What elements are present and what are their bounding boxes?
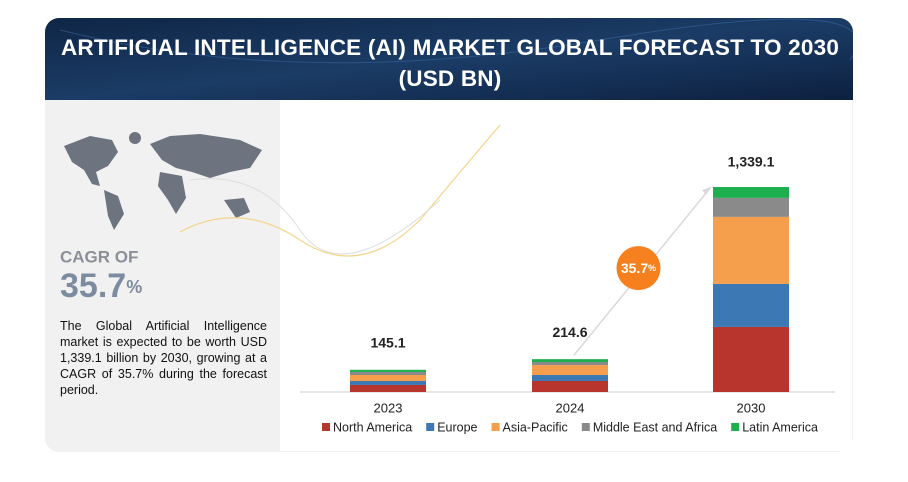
- cagr-bubble-number: 35.7: [621, 260, 648, 276]
- bar-segment: [532, 365, 608, 376]
- bar-segment: [713, 187, 789, 198]
- cagr-unit: %: [126, 277, 142, 297]
- arrow-head: [702, 187, 711, 196]
- total-label: 214.6: [552, 324, 587, 340]
- decoration: [179, 124, 501, 257]
- cagr-heading: CAGR OF: [60, 247, 138, 266]
- bar-segment: [713, 326, 789, 392]
- legend-swatch: [426, 423, 435, 431]
- bar-segment: [713, 197, 789, 217]
- legend-label: North America: [333, 420, 412, 434]
- header: [45, 18, 853, 100]
- legend-label: Middle East and Africa: [593, 420, 717, 434]
- legend-label: Europe: [437, 420, 477, 434]
- decoration: [189, 178, 441, 255]
- bar-segment: [713, 283, 789, 327]
- plot: 2023 145.1 2024 214.6 2030 1,339.1 35.7% North …: [322, 154, 818, 434]
- legend-swatch: [491, 423, 500, 431]
- bar-segment: [532, 361, 608, 366]
- x-tick-label: 2024: [556, 400, 585, 415]
- legend-swatch: [731, 423, 740, 431]
- bar-segment: [350, 371, 426, 376]
- legend-swatch: [322, 423, 330, 431]
- bar-segment: [350, 369, 426, 372]
- world-map: [64, 132, 262, 230]
- bar-segment: [350, 384, 426, 392]
- bar-segment: [350, 375, 426, 381]
- description: The Global Artificial Intelligence marke…: [60, 319, 267, 397]
- cagr-value: 35.7%: [60, 267, 142, 305]
- legend-label: Latin America: [742, 420, 818, 434]
- bar-segment: [713, 216, 789, 284]
- x-tick-label: 2023: [374, 400, 403, 415]
- bar-segment: [532, 375, 608, 381]
- total-label: 1,339.1: [728, 154, 775, 170]
- cagr-bubble-unit: %: [648, 263, 656, 273]
- cagr-bubble-label: 35.7%: [621, 260, 656, 276]
- bar-segment: [532, 359, 608, 362]
- bar-segment: [350, 380, 426, 385]
- cagr-number: 35.7: [60, 267, 126, 305]
- total-label: 145.1: [370, 335, 405, 351]
- bar-segment: [532, 380, 608, 392]
- legend-swatch: [581, 423, 590, 431]
- legend-label: Asia-Pacific: [503, 420, 568, 434]
- x-tick-label: 2030: [737, 400, 766, 415]
- chart-title: ARTIFICIAL INTELLIGENCE (AI) MARKET GLOB…: [60, 35, 840, 91]
- cagr-bubble: [616, 246, 661, 291]
